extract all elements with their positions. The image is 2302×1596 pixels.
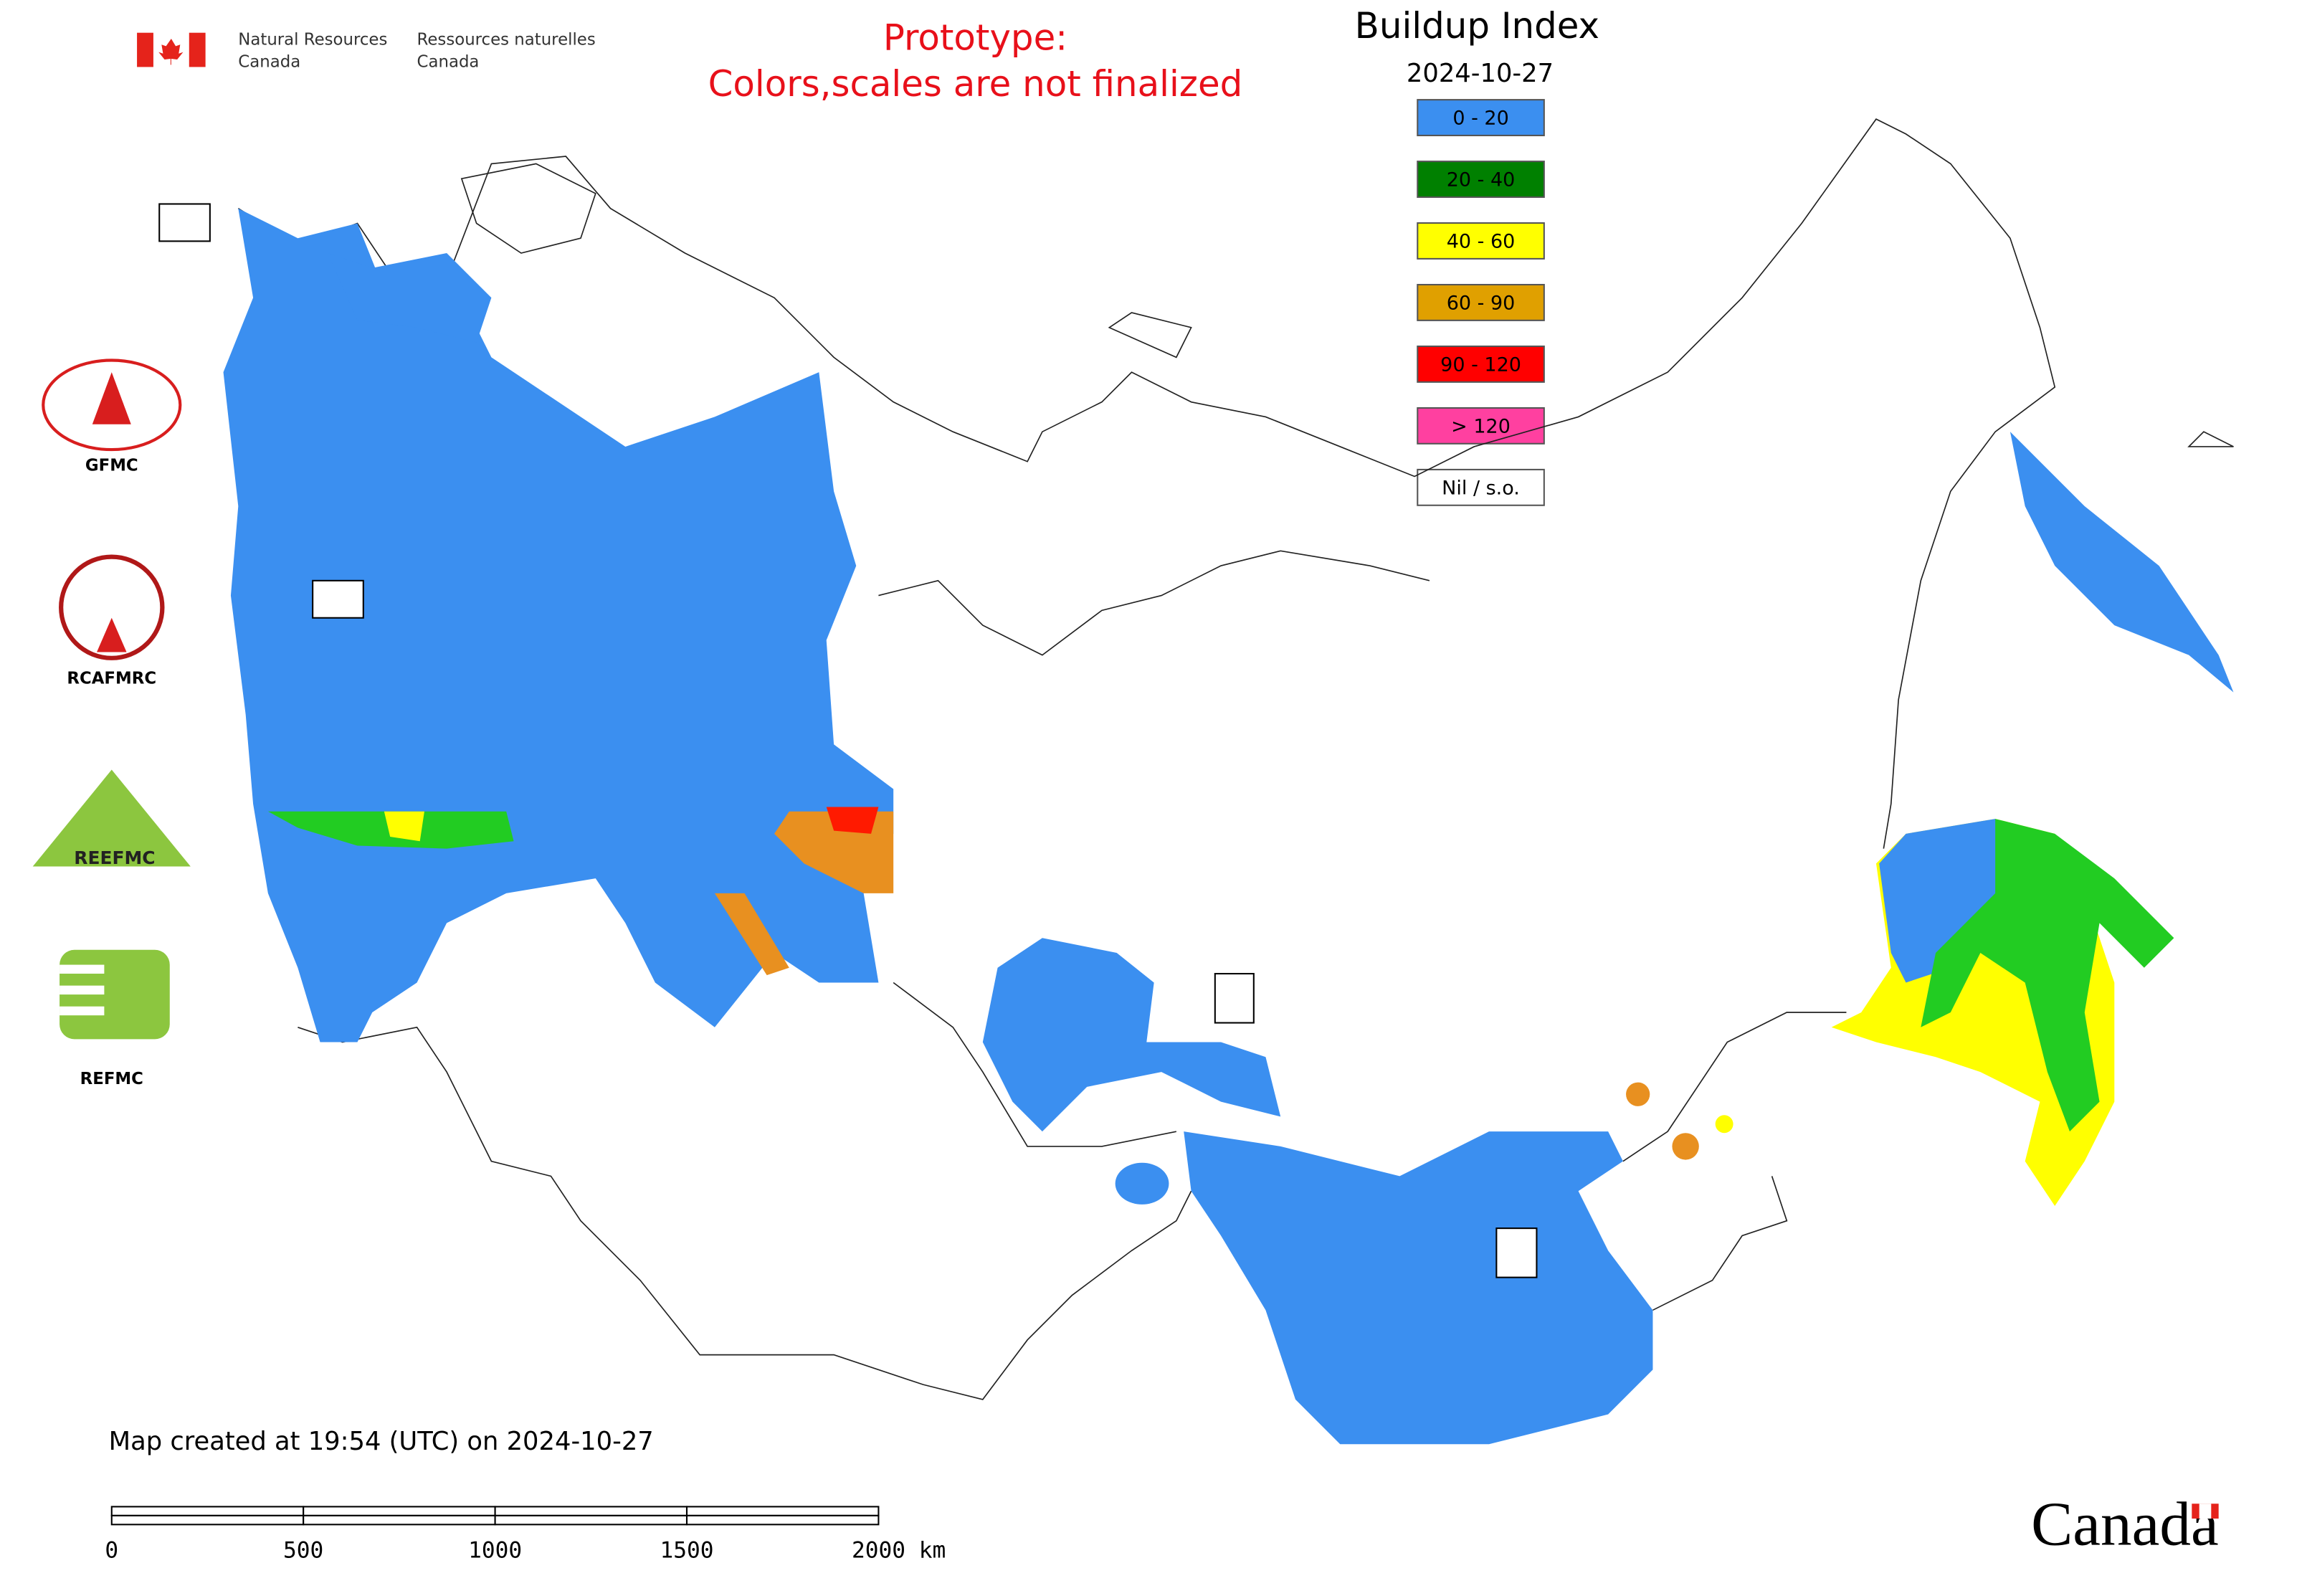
- bui-region: [1921, 819, 2174, 1132]
- agency-fr: Ressources naturelles: [417, 31, 596, 49]
- map-logo: [1214, 972, 1255, 1024]
- island: [460, 163, 596, 254]
- border: [893, 982, 1176, 1147]
- legend-label: 0 - 20: [1452, 108, 1508, 130]
- bui-region: [982, 938, 1281, 1132]
- reefmc-logo: [32, 769, 191, 867]
- refmc-stripe: [60, 1006, 105, 1016]
- bui-region: [327, 253, 492, 343]
- scale-segment: [494, 1506, 688, 1516]
- bui-region: [1879, 819, 2025, 983]
- legend-swatch: [1417, 345, 1545, 383]
- border: [1622, 1012, 1847, 1162]
- scale-segment: [685, 1514, 880, 1526]
- legend-swatch: [1417, 283, 1545, 321]
- island: [2187, 431, 2234, 447]
- scale-segment: [303, 1506, 496, 1516]
- agency-en: Natural Resources: [238, 31, 387, 49]
- map-logo: [312, 579, 364, 619]
- legend-title: Buildup Index: [1355, 5, 1599, 47]
- bui-fills: [223, 208, 2234, 1445]
- agency-en: Canada: [238, 53, 300, 72]
- canada-wordmark: Canada: [2031, 1489, 2219, 1559]
- legend-swatch: [1417, 99, 1545, 136]
- scale-segment: [110, 1506, 305, 1516]
- scale-segment: [494, 1514, 688, 1526]
- notice: Prototype:: [883, 17, 1067, 59]
- agency-fr: Canada: [417, 53, 480, 72]
- bui-region: [714, 893, 789, 976]
- scale-label: 0: [105, 1538, 118, 1564]
- notice: Colors,scales are not finalized: [708, 63, 1243, 105]
- scale-segment: [685, 1506, 880, 1516]
- map-logo: [1495, 1227, 1538, 1278]
- legend-label: 90 - 120: [1440, 353, 1521, 376]
- coastline: [878, 550, 1430, 656]
- land-outlines: [237, 118, 2234, 1400]
- coastline: [237, 118, 2056, 849]
- refmc-stripe: [60, 964, 105, 974]
- island: [1108, 312, 1192, 358]
- scale-label: 1000: [468, 1538, 522, 1564]
- gfmc-logo: [42, 358, 182, 452]
- scale-bar: 0 500 1000 1500 2000 km: [105, 1506, 946, 1564]
- legend-date: 2024-10-27: [1407, 59, 1554, 88]
- legend-swatch: [1417, 468, 1545, 506]
- legend-label: Nil / s.o.: [1442, 477, 1520, 499]
- created-note: Map created at 19:54 (UTC) on 2024-10-27: [109, 1427, 654, 1456]
- scale-label: 500: [283, 1538, 323, 1564]
- scale-segment: [110, 1514, 305, 1526]
- logo-label: RCAFMRC: [67, 669, 156, 688]
- legend: Buildup Index 2024-10-27 0 - 20 20 - 40 40…: [1355, 5, 1599, 506]
- logo-label: REEFMC: [74, 847, 155, 868]
- bui-region: [826, 807, 879, 834]
- logo-label: GFMC: [85, 456, 138, 475]
- bui-region: [1626, 1082, 1650, 1106]
- flag-bar: [189, 32, 206, 67]
- refmc-stripe: [60, 985, 105, 995]
- legend-label: 20 - 40: [1447, 169, 1516, 191]
- maple-leaf: [158, 38, 184, 65]
- gfmc-flame: [92, 372, 131, 424]
- partner-logos: GFMC RCAFMRC REEFMC REFMC: [32, 203, 1538, 1278]
- legend-swatch: [1417, 407, 1545, 445]
- legend-swatch: [1417, 222, 1545, 260]
- scale-label: 2000 km: [852, 1538, 946, 1564]
- bui-region: [2010, 432, 2234, 693]
- bui-region: [1115, 1162, 1169, 1205]
- map-logo: [158, 203, 211, 242]
- bui-region: [1184, 1131, 1653, 1445]
- gc-signature: Natural Resources Canada Ressources natu…: [137, 31, 596, 72]
- wordmark-flag: [2199, 1504, 2212, 1519]
- bui-region: [384, 811, 424, 842]
- rcafmrc-flame: [97, 617, 127, 652]
- flag-bar: [137, 32, 153, 67]
- scale-segment: [303, 1514, 496, 1526]
- legend-swatch: [1417, 161, 1545, 198]
- legend-label: > 120: [1451, 415, 1511, 437]
- bui-region: [1672, 1133, 1699, 1160]
- scale-label: 1500: [660, 1538, 713, 1564]
- border: [298, 1026, 1192, 1400]
- legend-label: 60 - 90: [1447, 293, 1516, 315]
- bui-region: [1715, 1115, 1733, 1134]
- coastline: [1652, 1176, 1788, 1311]
- logo-label: REFMC: [80, 1070, 143, 1088]
- legend-label: 40 - 60: [1447, 231, 1516, 253]
- rcafmrc-logo: [59, 554, 165, 660]
